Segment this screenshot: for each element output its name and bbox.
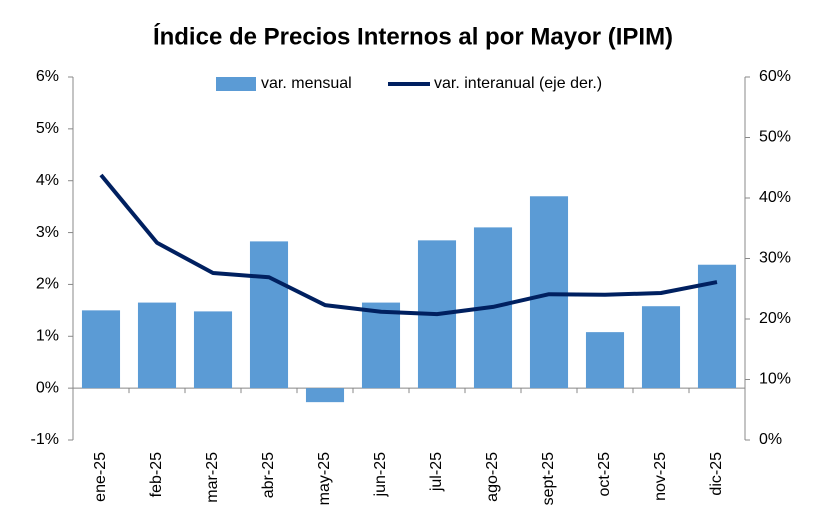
y2-tick-label: 10% — [759, 371, 791, 388]
bar — [305, 388, 345, 403]
x-tick-label: jun-25 — [372, 452, 389, 498]
y-tick-label: 2% — [36, 276, 59, 293]
y-tick-label: -1% — [31, 431, 59, 448]
x-tick-label: dic-25 — [708, 452, 725, 496]
x-tick-label: ago-25 — [484, 452, 501, 502]
chart-title: Índice de Precios Internos al por Mayor … — [153, 22, 673, 50]
x-tick-label: feb-25 — [148, 452, 165, 497]
x-tick-label: ene-25 — [92, 452, 109, 502]
y-tick-label: 1% — [36, 328, 59, 345]
bar — [585, 332, 625, 389]
y-tick-label: 6% — [36, 68, 59, 85]
x-tick-label: sept-25 — [540, 452, 557, 505]
bar — [641, 306, 681, 389]
y-tick-label: 5% — [36, 120, 59, 137]
legend-label: var. interanual (eje der.) — [434, 75, 602, 92]
y2-tick-label: 30% — [759, 250, 791, 267]
y-tick-label: 3% — [36, 224, 59, 241]
x-tick-label: mar-25 — [204, 452, 221, 503]
bar — [193, 311, 233, 389]
y2-tick-label: 50% — [759, 129, 791, 146]
x-tick-label: jul-25 — [428, 452, 445, 492]
bar — [137, 302, 177, 389]
x-tick-label: may-25 — [316, 452, 333, 505]
line — [99, 173, 718, 317]
bar — [361, 302, 401, 389]
legend-swatch — [216, 77, 256, 91]
legend-label: var. mensual — [261, 75, 352, 92]
bar — [249, 241, 289, 389]
x-tick-label: abr-25 — [260, 452, 277, 498]
y2-tick-label: 40% — [759, 189, 791, 206]
y2-tick-label: 60% — [759, 68, 791, 85]
x-tick-label: nov-25 — [652, 452, 669, 501]
y-tick-label: 4% — [36, 172, 59, 189]
x-tick-label: oct-25 — [596, 452, 613, 497]
y2-tick-label: 20% — [759, 310, 791, 327]
bar — [81, 310, 121, 389]
y-tick-label: 0% — [36, 379, 59, 396]
y2-tick-label: 0% — [759, 431, 782, 448]
